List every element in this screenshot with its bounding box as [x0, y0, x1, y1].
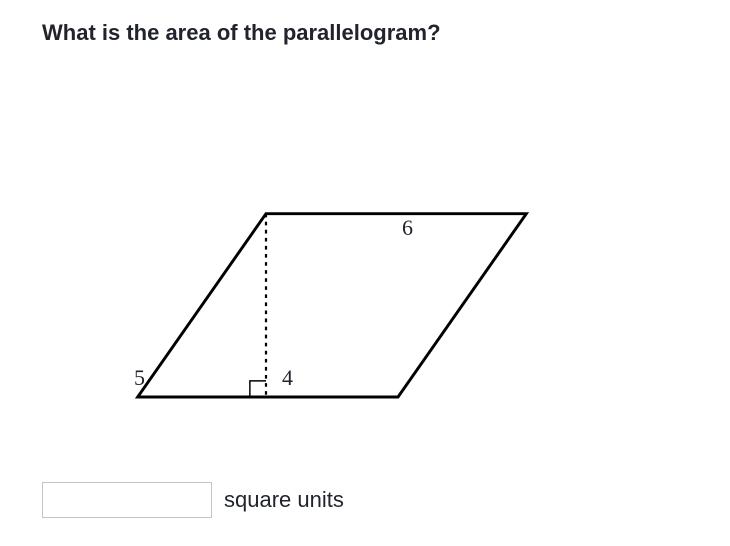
units-label: square units [224, 487, 344, 513]
label-side: 5 [134, 365, 145, 391]
right-angle-marker [250, 381, 266, 397]
answer-row: square units [42, 482, 344, 518]
answer-input[interactable] [42, 482, 212, 518]
parallelogram-diagram: 6 5 4 [42, 100, 622, 430]
question-text: What is the area of the parallelogram? [42, 20, 441, 46]
label-base: 6 [402, 215, 413, 241]
label-height: 4 [282, 365, 293, 391]
parallelogram-svg [42, 100, 622, 430]
parallelogram-shape [138, 214, 527, 397]
